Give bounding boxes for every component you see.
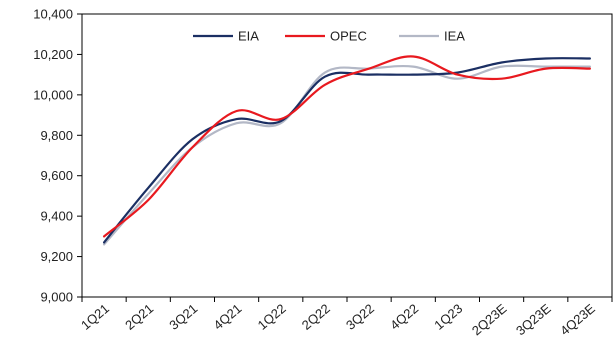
y-tick-label: 9,200: [40, 249, 73, 264]
x-axis: 1Q21 2Q21 3Q21 4Q21 1Q22 2Q22 3Q22 4Q22 1Q23 2Q23…: [78, 297, 613, 339]
y-axis: 9,000 9,200 9,400 9,600 9,800 10,000 10,200 10,…: [33, 7, 82, 305]
x-tick-label: 2Q23E: [469, 301, 510, 339]
x-tick-label: 2Q21: [122, 301, 156, 333]
x-tick-label: 4Q21: [211, 301, 245, 333]
x-tick-label: 3Q23E: [513, 301, 554, 339]
x-tick-label: 1Q21: [78, 301, 112, 333]
x-tick-label: 2Q22: [299, 301, 333, 333]
series-line-iea: [103, 64, 591, 246]
x-tick-label: 3Q22: [343, 301, 377, 333]
series-line-eia: [103, 57, 591, 244]
series-lines: [103, 55, 591, 246]
plot-frame: [81, 13, 613, 298]
y-tick-label: 9,000: [40, 290, 73, 305]
y-tick-label: 10,200: [33, 47, 73, 62]
legend: EIA OPEC IEA: [193, 29, 465, 44]
y-tick-label: 9,800: [40, 128, 73, 143]
y-tick-label: 10,000: [33, 87, 73, 102]
x-tick-label: 4Q22: [387, 301, 421, 333]
x-tick-label: 3Q21: [166, 301, 200, 333]
series-line-opec: [103, 55, 591, 238]
legend-label-eia: EIA: [238, 29, 259, 44]
legend-label-opec: OPEC: [330, 29, 367, 44]
y-tick-label: 9,600: [40, 168, 73, 183]
legend-label-iea: IEA: [444, 29, 465, 44]
y-tick-label: 9,400: [40, 209, 73, 224]
y-tick-label: 10,400: [33, 7, 73, 22]
x-tick-label: 4Q23E: [557, 301, 598, 339]
x-tick-label: 1Q22: [255, 301, 289, 333]
x-tick-label: 1Q23: [431, 301, 465, 333]
